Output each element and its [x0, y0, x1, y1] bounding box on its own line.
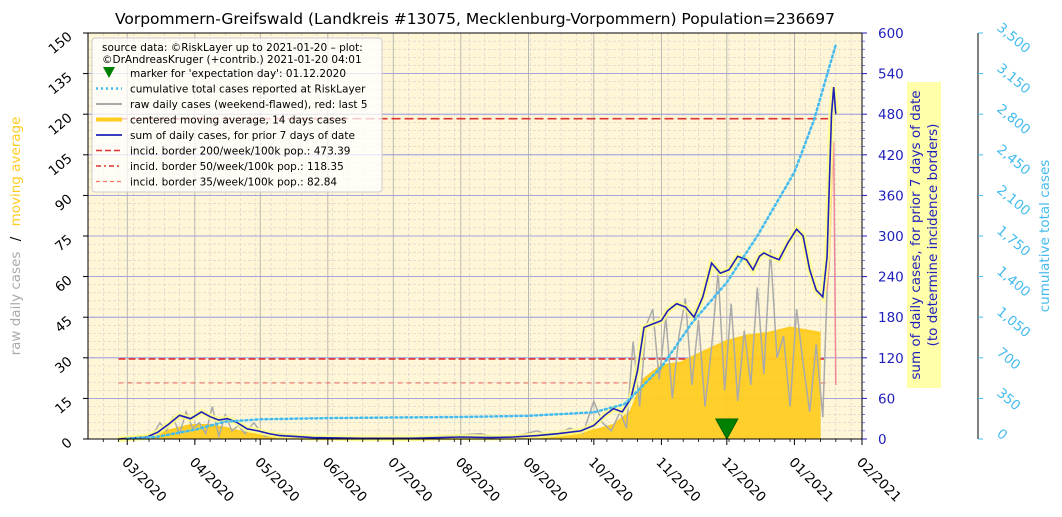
left-axis-tick-label: 135 — [46, 69, 76, 98]
cumulative-axis-tick-label: 2,100 — [993, 182, 1033, 219]
left-axis-tick-label: 30 — [52, 354, 75, 377]
legend-entry-label: sum of daily cases, for prior 7 days of … — [130, 130, 355, 142]
cumulative-axis-tick-label: 1,400 — [993, 263, 1033, 300]
legend-entry-label: raw daily cases (weekend-flawed), red: l… — [130, 99, 368, 111]
right-axis-tick-label: 540 — [878, 67, 904, 83]
right-axis-label-box — [907, 82, 941, 388]
cumulative-axis-label: cumulative total cases — [1037, 160, 1053, 313]
right-axis-label-line2: (to determine incidence borders) — [925, 124, 941, 347]
left-axis-label: raw daily cases / moving average — [8, 117, 24, 356]
cumulative-axis-tick-label: 0 — [993, 426, 1010, 444]
x-axis-tick-label: 01/2021 — [786, 455, 837, 506]
legend-entry-label: cumulative total cases reported at RiskL… — [130, 84, 366, 96]
chart-title: Vorpommern-Greifswald (Landkreis #13075,… — [115, 10, 835, 28]
legend-source-line2: ©DrAndreasKruger (+contrib.) 2021-01-20 … — [102, 54, 362, 66]
svg-text:raw daily cases /: raw daily cases / moving average — [8, 117, 24, 356]
cumulative-axis-tick-label: 2,800 — [993, 101, 1033, 138]
left-axis-label-separator: / — [8, 236, 24, 241]
right-axis-tick-label: 0 — [878, 432, 887, 448]
cumulative-axis-tick-label: 1,050 — [993, 304, 1033, 341]
legend-marker-symbol — [103, 67, 115, 78]
expectation-day-marker — [714, 418, 739, 441]
left-axis-tick-label: 75 — [52, 232, 75, 255]
legend: source data: ©RiskLayer up to 2021-01-20… — [91, 37, 383, 193]
right-axis-tick-label: 60 — [878, 391, 895, 407]
cumulative-axis-tick-label: 3,150 — [993, 60, 1033, 97]
left-axis-label-raw: raw daily cases — [8, 252, 24, 356]
left-axis-tick-label: 150 — [46, 29, 76, 58]
legend-entry-label: incid. border 35/week/100k pop.: 82.84 — [130, 177, 337, 189]
x-axis-tick-label: 05/2020 — [251, 455, 302, 506]
cumulative-line — [125, 43, 838, 441]
cumulative-axis-tick-label: 3,500 — [993, 20, 1033, 57]
right-axis-tick-label: 480 — [878, 107, 904, 123]
left-axis-tick-label: 15 — [52, 394, 75, 417]
cumulative-axis-tick-label: 1,750 — [993, 223, 1033, 260]
legend-source-line1: source data: ©RiskLayer up to 2021-01-20… — [102, 42, 363, 54]
x-axis-tick-label: 02/2021 — [853, 455, 904, 506]
moving-average-area — [118, 328, 821, 439]
right-axis-tick-label: 120 — [878, 351, 904, 367]
legend-entry-label: incid. border 50/week/100k pop.: 118.35 — [130, 161, 344, 173]
right-axis-tick-label: 300 — [878, 229, 904, 245]
right-axis-tick-label: 420 — [878, 148, 904, 164]
x-axis-tick-label: 10/2020 — [585, 455, 636, 506]
left-axis-tick-label: 120 — [46, 110, 76, 139]
x-axis-tick-label: 03/2020 — [118, 455, 169, 506]
series-layer — [118, 43, 839, 442]
x-axis-tick-label: 07/2020 — [384, 455, 435, 506]
left-axis-tick-label: 90 — [52, 191, 75, 214]
x-axis-tick-label: 04/2020 — [186, 455, 237, 506]
x-axis-tick-label: 09/2020 — [520, 455, 571, 506]
legend-entry-label: incid. border 200/week/100k pop.: 473.39 — [130, 146, 350, 158]
left-axis-tick-label: 105 — [46, 151, 76, 180]
left-axis-tick-label: 60 — [52, 272, 75, 295]
x-axis-tick-label: 08/2020 — [452, 455, 503, 506]
cumulative-axis-tick-label: 2,450 — [993, 142, 1033, 179]
legend-entry-label: centered moving average, 14 days cases — [130, 115, 347, 127]
cumulative-axis-tick-label: 350 — [993, 385, 1023, 414]
x-axis-tick-label: 11/2020 — [653, 455, 704, 506]
right-axis-tick-label: 240 — [878, 270, 904, 286]
right-axis-tick-label: 360 — [878, 188, 904, 204]
left-axis-tick-label: 45 — [52, 313, 75, 336]
left-axis-tick-label: 0 — [59, 435, 76, 453]
left-axis-label-ma: moving average — [8, 117, 24, 227]
right-axis-tick-label: 180 — [878, 310, 904, 326]
cumulative-axis-tick-label: 700 — [993, 345, 1023, 374]
legend-box — [91, 37, 383, 193]
x-axis-tick-label: 12/2020 — [718, 455, 769, 506]
right-axis-label-line1: sum of daily cases, for prior 7 days of … — [908, 90, 924, 379]
legend-entry-label: marker for 'expectation day': 01.12.2020 — [130, 68, 346, 80]
right-axis-label: sum of daily cases, for prior 7 days of … — [908, 90, 941, 379]
x-axis-tick-label: 06/2020 — [319, 455, 370, 506]
right-axis-tick-label: 600 — [878, 26, 904, 42]
